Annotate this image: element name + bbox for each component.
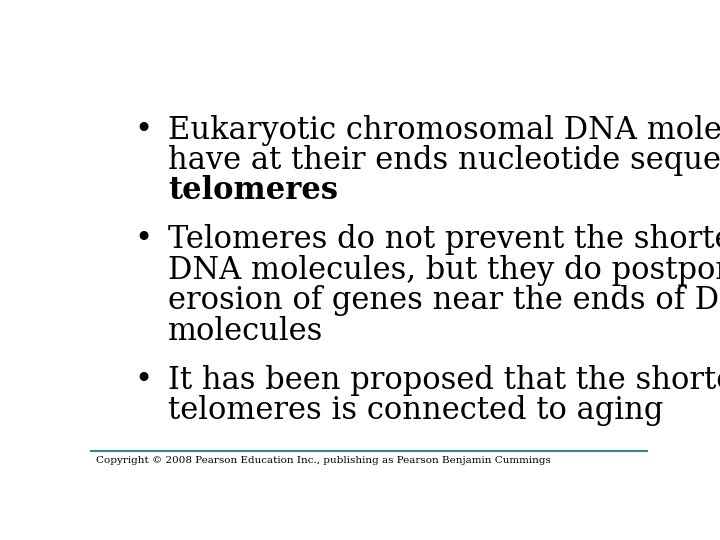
Text: have at their ends nucleotide sequences called: have at their ends nucleotide sequences …	[168, 145, 720, 176]
Text: Telomeres do not prevent the shortening of: Telomeres do not prevent the shortening …	[168, 225, 720, 255]
Text: Eukaryotic chromosomal DNA molecules: Eukaryotic chromosomal DNA molecules	[168, 114, 720, 146]
Text: •: •	[135, 114, 153, 146]
Text: telomeres is connected to aging: telomeres is connected to aging	[168, 395, 664, 426]
Text: molecules: molecules	[168, 315, 323, 347]
Text: telomeres: telomeres	[168, 176, 338, 206]
Text: DNA molecules, but they do postpone the: DNA molecules, but they do postpone the	[168, 255, 720, 286]
Text: •: •	[135, 225, 153, 255]
Text: It has been proposed that the shortening of: It has been proposed that the shortening…	[168, 364, 720, 396]
Text: Copyright © 2008 Pearson Education Inc., publishing as Pearson Benjamin Cummings: Copyright © 2008 Pearson Education Inc.,…	[96, 456, 551, 464]
Text: erosion of genes near the ends of DNA: erosion of genes near the ends of DNA	[168, 285, 720, 316]
Text: •: •	[135, 364, 153, 396]
